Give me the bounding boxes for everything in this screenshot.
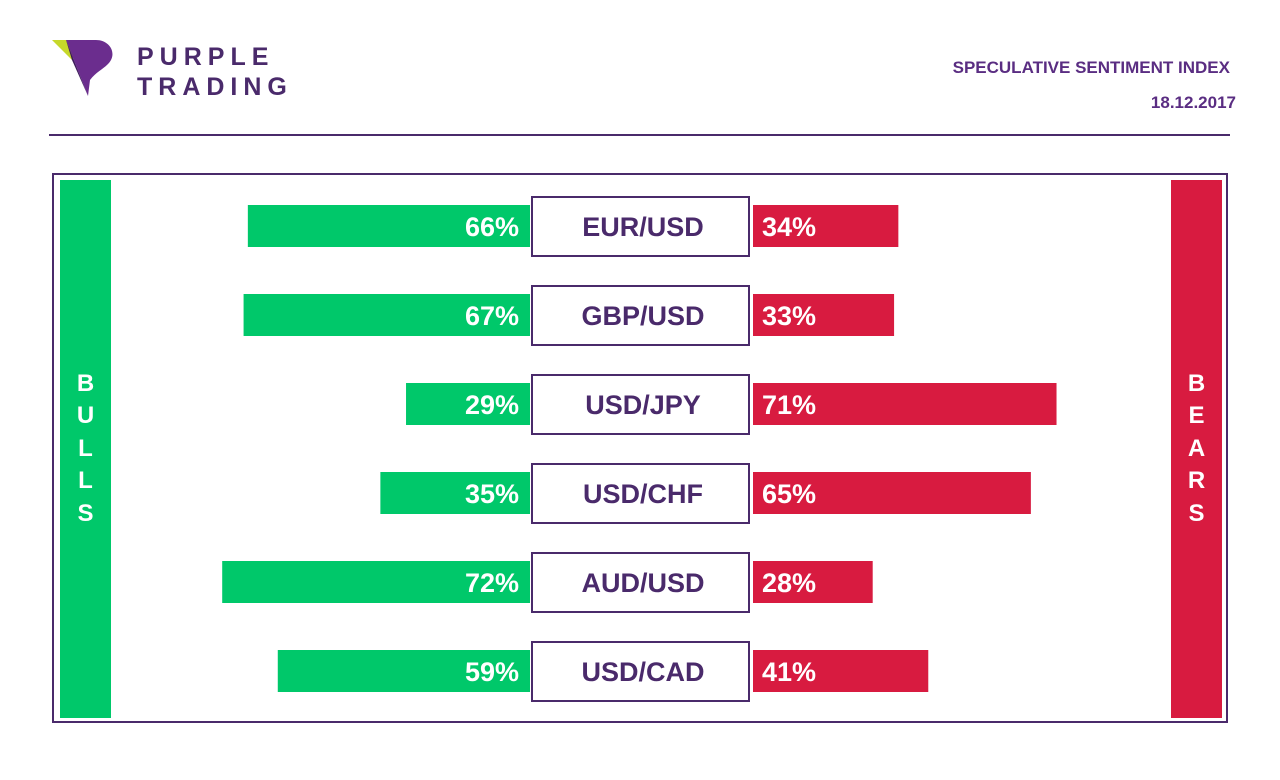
page-title: SPECULATIVE SENTIMENT INDEX <box>952 58 1230 77</box>
bull-bar <box>406 383 530 425</box>
bull-value-label: 35% <box>465 479 519 509</box>
bear-value-label: 34% <box>762 212 816 242</box>
bears-letter: A <box>1187 434 1206 462</box>
bears-letter: E <box>1188 402 1205 430</box>
pair-label: USD/CAD <box>581 657 704 687</box>
bear-value-label: 33% <box>762 301 816 331</box>
bull-bar <box>222 561 530 603</box>
pair-label: GBP/USD <box>581 301 704 331</box>
bear-bar <box>753 383 1057 425</box>
bull-value-label: 72% <box>465 568 519 598</box>
bear-bar <box>753 561 873 603</box>
bull-value-label: 66% <box>465 212 519 242</box>
bull-value-label: 59% <box>465 657 519 687</box>
pair-label: USD/JPY <box>585 390 701 420</box>
brand-line-2: TRADING <box>137 73 293 101</box>
bull-value-label: 29% <box>465 390 519 420</box>
header-divider <box>49 134 1230 136</box>
bear-value-label: 41% <box>762 657 816 687</box>
bull-bar <box>380 472 530 514</box>
pair-label: EUR/USD <box>582 212 704 242</box>
brand-name: PURPLE TRADING <box>137 42 293 102</box>
bull-value-label: 67% <box>465 301 519 331</box>
bear-bar <box>753 205 899 247</box>
chart-frame <box>52 173 1228 723</box>
bulls-letter: L <box>78 434 93 462</box>
bull-bar <box>247 205 530 247</box>
bears-letter: S <box>1188 499 1205 527</box>
pair-label: AUD/USD <box>581 568 704 598</box>
pair-box <box>531 196 750 257</box>
pair-box <box>531 463 750 524</box>
pair-box <box>531 641 750 702</box>
bear-bar <box>753 294 895 336</box>
bear-bar <box>753 650 929 692</box>
purple-trading-logo <box>52 40 113 96</box>
bears-letter: B <box>1187 369 1206 397</box>
bull-bar <box>277 650 530 692</box>
bulls-letter: L <box>78 467 93 495</box>
brand-line-1: PURPLE <box>137 43 275 71</box>
bulls-letter: B <box>76 369 95 397</box>
report-date: 18.12.2017 <box>1150 93 1236 112</box>
bear-value-label: 71% <box>762 390 816 420</box>
pair-box <box>531 285 750 346</box>
bear-bar <box>753 472 1031 514</box>
pair-box <box>531 552 750 613</box>
bears-letter: R <box>1187 467 1206 495</box>
bear-value-label: 28% <box>762 568 816 598</box>
pair-label: USD/CHF <box>583 479 703 509</box>
pair-box <box>531 374 750 435</box>
bulls-letter: S <box>77 499 94 527</box>
bear-value-label: 65% <box>762 479 816 509</box>
bull-bar <box>243 294 530 336</box>
bulls-letter: U <box>76 402 95 430</box>
